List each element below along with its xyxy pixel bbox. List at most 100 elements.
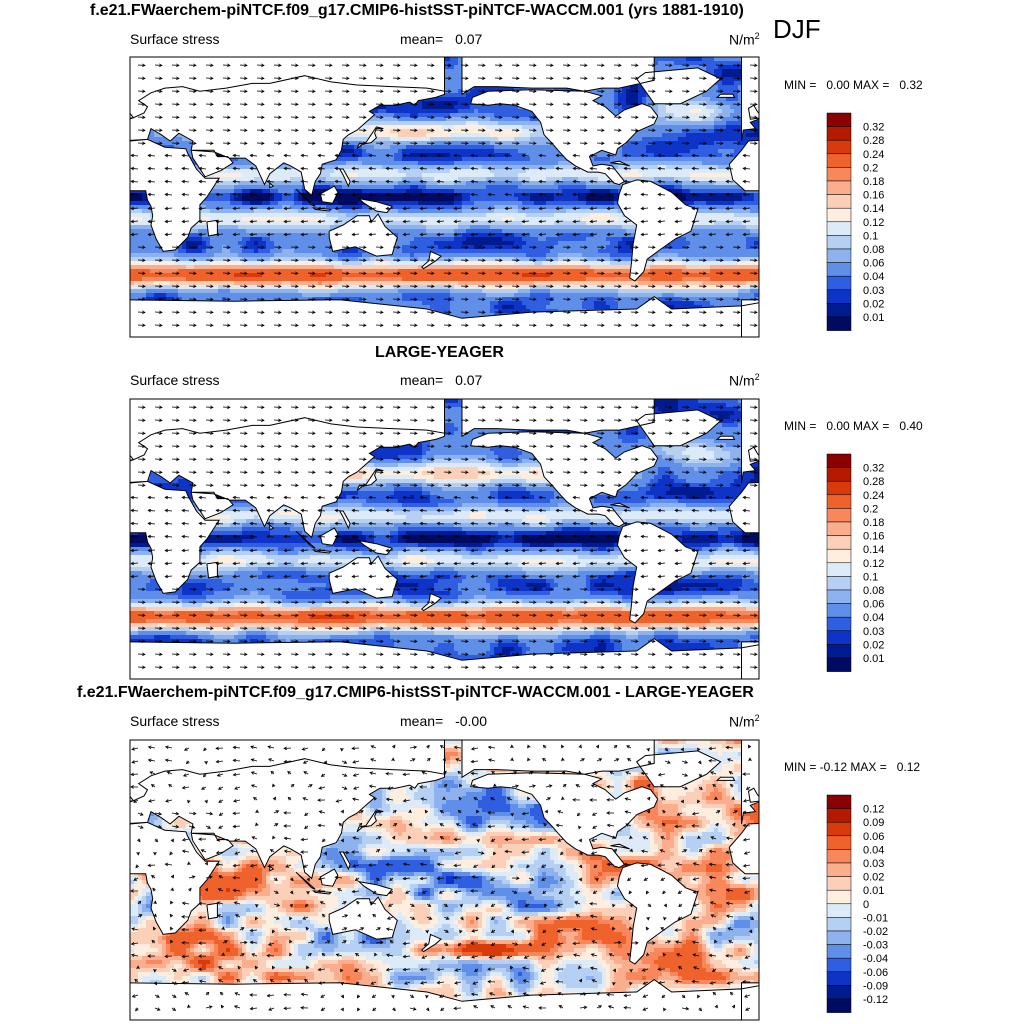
stress-vectors-middle [130,405,758,670]
colorbar-swatch [826,235,852,250]
colorbar-top: 0.320.28 0.240.2 0.18 0.160.14 0.120.1 0.08 0.… [826,112,884,331]
colorbar-swatch [826,603,852,618]
variable-label-middle: Surface stress [130,372,219,388]
colorbar-swatch [826,903,852,918]
colorbar-swatch [826,849,852,864]
colorbar-swatch [826,876,852,891]
map-panel-top [129,56,760,338]
colorbar-tick-label: 0.08 [863,585,884,597]
colorbar-swatch [826,248,852,263]
mean-value: 0.07 [455,372,482,388]
units-text: N/m [729,32,755,48]
colorbar-swatch [826,862,852,877]
colorbar-tick-label: 0.12 [863,217,884,229]
colorbar-tick-label: 0.06 [863,258,884,270]
colorbar-swatch [826,616,852,632]
colorbar-swatch [826,194,852,209]
colorbar-swatch [826,480,852,496]
stress-vectors-bottom [130,744,755,1012]
map-frame-middle [129,398,760,680]
colorbar-tick-label: 0.09 [863,817,884,829]
colorbar-swatch [826,221,852,236]
units-label-top: N/m2 [729,31,760,48]
mean-value: -0.00 [455,713,487,729]
colorbar-tick-label: 0.18 [863,517,884,529]
colorbar-swatch [826,126,852,141]
colorbar-tick-label: 0.01 [863,312,884,324]
colorbar-swatch [826,289,852,304]
colorbar-tick-label: 0.02 [863,298,884,310]
colorbar-tick-label: 0.06 [863,831,884,843]
units-text: N/m [729,373,755,389]
colorbar-swatch [826,589,852,604]
units-text: N/m [729,714,755,730]
mean-prefix: mean= [400,372,443,388]
colorbar-tick-label: 0.12 [863,558,884,570]
stress-vectors-top [130,63,758,328]
colorbar-tick-label: 0.01 [863,653,884,665]
colorbar-tick-label: 0.18 [863,176,884,188]
season-label: DJF [773,14,821,45]
colorbar-swatch [826,944,852,959]
colorbar-tick-label: 0.03 [863,626,884,638]
colorbar-swatch [826,562,852,577]
colorbar-tick-label: 0.14 [863,544,884,556]
map-panel-bottom [129,739,760,1021]
colorbar-tick-label: 0.12 [863,804,884,816]
colorbar-tick-label: -0.02 [863,926,888,938]
colorbar-swatch [826,630,852,645]
colorbar-tick-label: 0.2 [863,503,878,515]
colorbar-swatch [826,275,852,291]
colorbar-swatch [826,821,852,837]
mean-label-bottom: mean= -0.00 [400,713,487,729]
variable-label-bottom: Surface stress [130,713,219,729]
colorbar-swatch [826,153,852,168]
colorbar-swatch [826,794,852,809]
colorbar-swatch [826,303,852,318]
colorbar-swatch [826,930,852,945]
colorbar-swatch [826,971,852,986]
colorbar-tick-label: 0.04 [863,844,884,856]
colorbar-tick-label: 0.16 [863,190,884,202]
colorbar-tick-label: 0.28 [863,135,884,147]
colorbar-tick-label: 0.04 [863,271,884,283]
colorbar-tick-label: 0.14 [863,203,884,215]
map-frame-top [129,56,760,338]
colorbar-swatch [826,453,852,468]
mean-label-top: mean= 0.07 [400,31,482,47]
colorbar-swatch [826,167,852,182]
map-frame-bottom [129,739,760,1021]
colorbar-tick-label: 0.16 [863,531,884,543]
colorbar-tick-label: 0.24 [863,149,884,161]
colorbar-tick-label: 0 [863,899,869,911]
mean-prefix: mean= [400,713,443,729]
colorbar-tick-label: 0.24 [863,490,884,502]
mean-value: 0.07 [455,31,482,47]
colorbar-swatch [826,207,852,223]
units-label-bottom: N/m2 [729,713,760,730]
colorbar-tick-label: 0.03 [863,285,884,297]
colorbar-tick-label: 0.03 [863,858,884,870]
colorbar-swatch [826,521,852,536]
colorbar-swatch [826,139,852,155]
panel-title-top: f.e21.FWaerchem-piNTCF.f09_g17.CMIP6-his… [90,2,744,20]
colorbar-swatch [826,112,852,127]
colorbar-bottom: 0.120.09 0.060.04 0.03 0.020.01 0-0.01 -0.02 -… [826,794,888,1013]
mean-prefix: mean= [400,31,443,47]
colorbar-tick-label: 0.32 [863,122,884,134]
minmax-bottom: MIN = -0.12 MAX = 0.12 [784,760,920,774]
colorbar-tick-label: 0.2 [863,162,878,174]
colorbar-swatch [826,508,852,523]
minmax-middle: MIN = 0.00 MAX = 0.40 [784,419,923,433]
units-exponent: 2 [755,713,760,723]
units-label-middle: N/m2 [729,372,760,389]
units-exponent: 2 [755,372,760,382]
colorbar-tick-label: 0.02 [863,639,884,651]
colorbar-tick-label: -0.01 [863,912,888,924]
colorbar-swatch [826,985,852,1000]
map-panel-middle [129,398,760,680]
colorbar-tick-label: 0.04 [863,612,884,624]
colorbar-tick-label: 0.06 [863,599,884,611]
mean-label-middle: mean= 0.07 [400,372,482,388]
